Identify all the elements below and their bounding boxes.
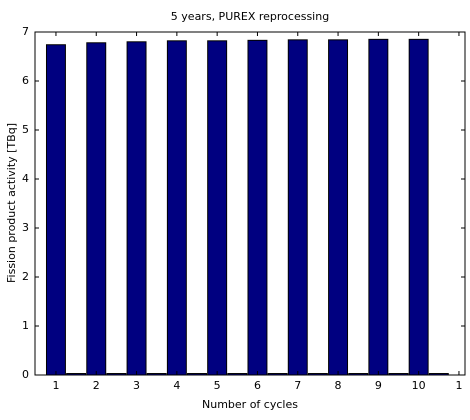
bar (328, 39, 349, 376)
bar (166, 40, 187, 376)
plot-frame (34, 31, 466, 376)
y-tick-label: 0 (22, 368, 29, 381)
x-tick-label: 9 (375, 379, 382, 392)
bar (45, 44, 66, 376)
y-tick-label: 7 (22, 25, 29, 38)
x-tick-label: 1 (52, 379, 59, 392)
y-axis-label: Fission product activity [TBq] (5, 123, 18, 283)
y-tick-label: 1 (22, 319, 29, 332)
x-axis-label: Number of cycles (202, 398, 298, 411)
y-tick-label: 5 (22, 123, 29, 136)
x-tick-label: 5 (214, 379, 221, 392)
y-tick-label: 3 (22, 221, 29, 234)
x-tick-label: 7 (294, 379, 301, 392)
bar (126, 41, 147, 376)
x-tick-label: 10 (412, 379, 426, 392)
x-tick-label: 3 (133, 379, 140, 392)
bar (86, 42, 107, 376)
bar (368, 38, 389, 376)
chart-title: 5 years, PUREX reprocessing (171, 10, 329, 23)
y-tick-label: 6 (22, 74, 29, 87)
bar (408, 38, 429, 376)
y-tick-label: 4 (22, 172, 29, 185)
x-tick-label: 4 (173, 379, 180, 392)
bar (287, 39, 308, 376)
x-tick-label: 2 (93, 379, 100, 392)
bar (207, 40, 228, 376)
x-tick-label: 1 (455, 379, 462, 392)
x-tick-label: 6 (254, 379, 261, 392)
x-tick-label: 8 (335, 379, 342, 392)
bar (247, 39, 268, 376)
y-tick-label: 2 (22, 270, 29, 283)
